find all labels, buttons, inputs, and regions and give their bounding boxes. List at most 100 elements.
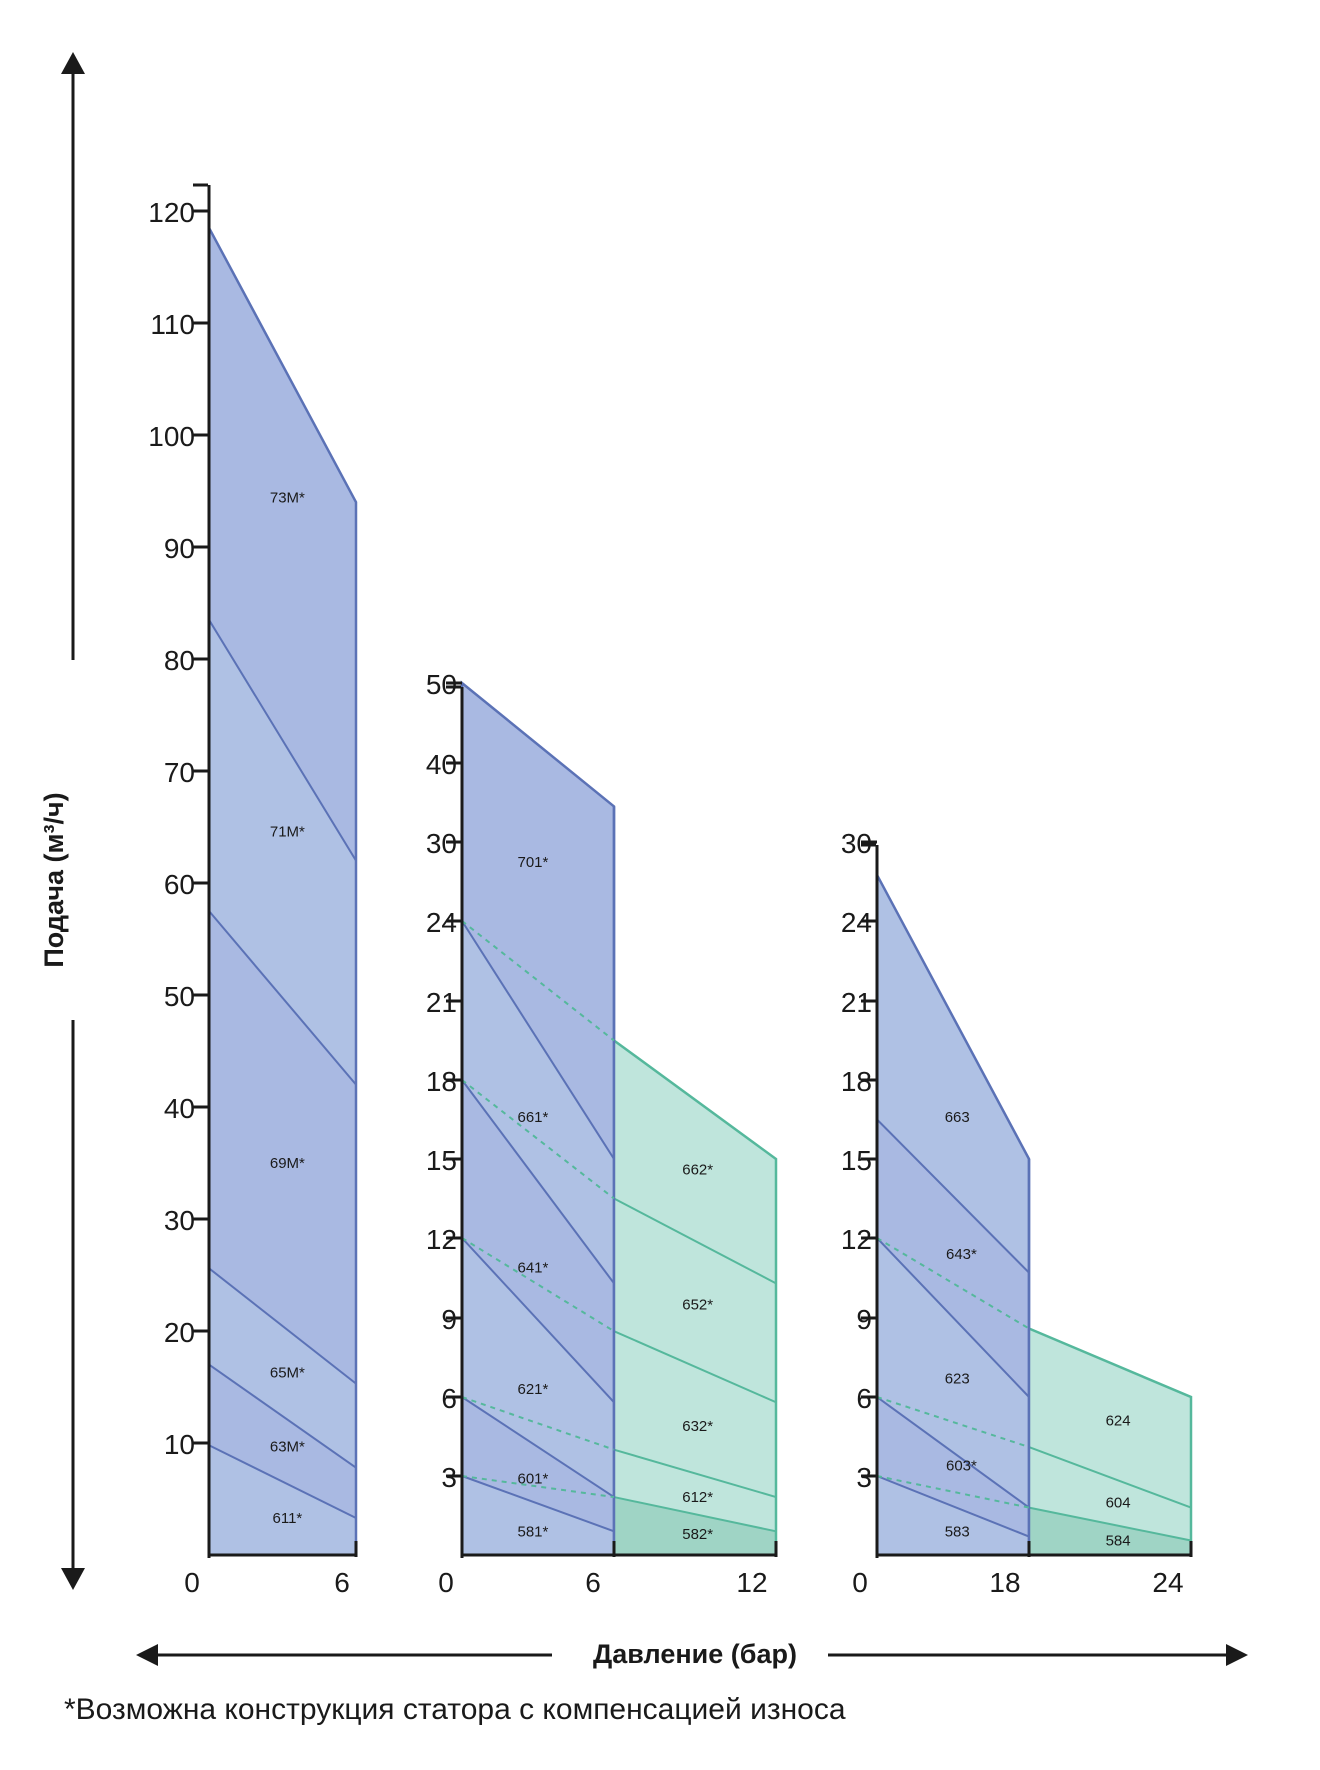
y-tick-label: 30 [164, 1205, 195, 1236]
green-band-0 [614, 1497, 776, 1555]
blue-band-0 [877, 1476, 1029, 1555]
blue-band-3 [209, 911, 356, 1384]
green-boundary-0 [1028, 1506, 1192, 1542]
x-tick-label: 0 [184, 1567, 200, 1598]
region-label: 652* [682, 1297, 713, 1314]
region-label: 63M* [270, 1438, 305, 1455]
region-label: 623 [945, 1371, 970, 1388]
y-tick-label: 9 [856, 1304, 872, 1335]
blue-boundary-1 [208, 1363, 357, 1469]
dashed-line-1 [461, 1396, 615, 1451]
blue-boundary-1 [876, 1396, 1030, 1509]
dashed-line-3 [461, 1079, 615, 1200]
y-tick-label: 100 [148, 421, 195, 452]
y-tick-label: 18 [841, 1066, 872, 1097]
x-tick-label: 6 [334, 1567, 350, 1598]
blue-band-1 [462, 1397, 614, 1532]
y-tick-label: 80 [164, 645, 195, 676]
green-band-1 [1029, 1447, 1191, 1541]
x-tick-label: 6 [585, 1567, 601, 1598]
green-band-0 [1029, 1507, 1191, 1555]
y-tick-label: 30 [426, 828, 457, 859]
region-label: 584 [1106, 1533, 1131, 1550]
blue-boundary-1 [461, 1396, 615, 1498]
region-label: 632* [682, 1418, 713, 1435]
green-outline [613, 1039, 778, 1555]
y-tick-label: 12 [841, 1224, 872, 1255]
y-tick-label: 40 [426, 749, 457, 780]
dashed-line-4 [461, 920, 615, 1042]
y-tick-label: 10 [164, 1429, 195, 1460]
x-tick-label: 0 [438, 1567, 454, 1598]
region-label: 71M* [270, 823, 305, 840]
y-tick-label: 15 [426, 1145, 457, 1176]
region-label: 663 [945, 1109, 970, 1126]
chart-panel-2: 581* 601* 621* 641* 661* 701* 582* 612* 632* 652*… [426, 669, 778, 1598]
y-tick-label: 6 [441, 1383, 457, 1414]
y-axis-arrow [61, 52, 85, 1590]
y-tick-label: 70 [164, 757, 195, 788]
region-label: 73M* [270, 490, 305, 507]
green-boundary-1 [1028, 1446, 1192, 1509]
y-tick-label: 18 [426, 1066, 457, 1097]
green-band-4 [614, 1040, 776, 1284]
green-boundary-1 [613, 1448, 777, 1499]
blue-band-2 [877, 1238, 1029, 1508]
y-tick-label: 6 [856, 1383, 872, 1414]
y-tick-label: 24 [426, 907, 457, 938]
region-label: 65M* [270, 1364, 305, 1381]
y-tick-label: 50 [426, 669, 457, 700]
blue-band-4 [462, 921, 614, 1284]
region-label: 612* [682, 1489, 713, 1506]
y-tick-label: 3 [856, 1462, 872, 1493]
region-label: 582* [682, 1526, 713, 1543]
region-label: 601* [517, 1471, 548, 1488]
y-tick-label: 30 [841, 828, 872, 859]
blue-band-0 [462, 1476, 614, 1555]
blue-boundary-4 [208, 619, 357, 862]
green-boundary-2 [613, 1330, 777, 1404]
y-tick-label: 3 [441, 1462, 457, 1493]
blue-band-5 [209, 227, 356, 861]
blue-boundary-3 [876, 1118, 1030, 1274]
footnote: *Возможна конструкция статора с компенса… [64, 1693, 846, 1726]
blue-boundary-2 [876, 1237, 1030, 1398]
region-label: 701* [517, 854, 548, 871]
blue-boundary-0 [876, 1475, 1030, 1538]
y-tick-label: 50 [164, 981, 195, 1012]
region-label: 583 [945, 1523, 970, 1540]
blue-band-4 [209, 619, 356, 1085]
blue-boundary-3 [461, 1079, 615, 1284]
green-boundary-0 [613, 1496, 777, 1533]
region-label: 604 [1106, 1494, 1131, 1511]
blue-boundary-0 [208, 1444, 357, 1519]
region-label: 643* [946, 1246, 977, 1263]
x-tick-label: 12 [736, 1567, 767, 1598]
y-tick-label: 110 [150, 309, 195, 340]
y-tick-label: 21 [841, 987, 872, 1018]
y-tick-label: 120 [148, 197, 195, 228]
y-tick-label: 12 [426, 1224, 457, 1255]
blue-band-2 [209, 1268, 356, 1468]
x-axis-arrow [136, 1644, 1248, 1666]
blue-band-3 [462, 1080, 614, 1403]
green-band-2 [614, 1331, 776, 1498]
region-label: 611* [273, 1510, 303, 1527]
region-label: 621* [517, 1381, 548, 1398]
x-tick-label: 18 [989, 1567, 1020, 1598]
region-label: 603* [946, 1457, 977, 1474]
green-band-1 [614, 1449, 776, 1532]
green-outline [1028, 1327, 1193, 1555]
blue-band-5 [462, 683, 614, 1159]
blue-band-0 [209, 1445, 356, 1555]
region-label: 641* [517, 1259, 548, 1276]
dashed-line-1 [876, 1396, 1030, 1448]
green-band-3 [614, 1198, 776, 1403]
blue-band-1 [877, 1397, 1029, 1537]
y-tick-label: 20 [164, 1317, 195, 1348]
region-label: 662* [682, 1162, 713, 1179]
blue-boundary-4 [461, 920, 615, 1160]
y-tick-label: 24 [841, 907, 872, 938]
blue-band-1 [209, 1364, 356, 1519]
